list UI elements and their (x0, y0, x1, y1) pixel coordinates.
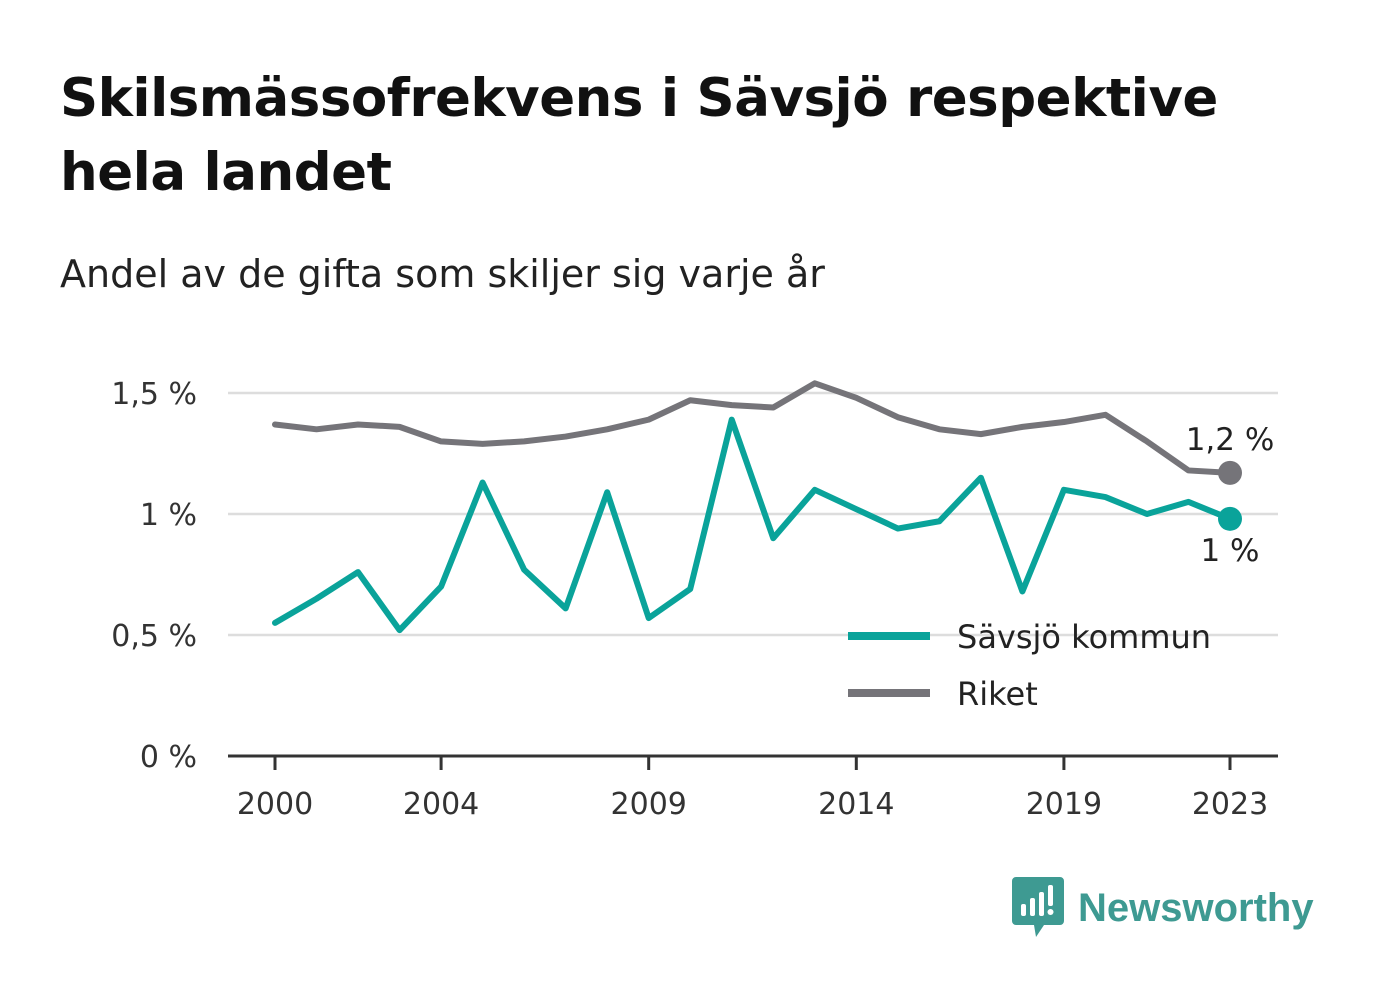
series-lines: 1,2 % 1 % (272, 380, 1275, 634)
bar-chart-speech-bubble-icon (1012, 877, 1064, 937)
x-tick-label: 2000 (237, 787, 313, 822)
series-line-savsjo (272, 416, 1233, 634)
x-axis: 2000 2004 2009 2014 2019 2023 (228, 754, 1278, 822)
legend-label-savsjo: Sävsjö kommun (957, 618, 1211, 656)
x-tick-label: 2009 (611, 787, 687, 822)
end-label-savsjo: 1 % (1200, 533, 1259, 569)
gridlines (228, 391, 1278, 637)
end-point-riket (1218, 460, 1242, 485)
y-tick-label: 0,5 % (111, 619, 197, 654)
x-tick-label: 2004 (403, 787, 479, 822)
legend-label-riket: Riket (957, 675, 1038, 713)
y-tick-label: 1,5 % (111, 377, 197, 412)
chart-subtitle: Andel av de gifta som skiljer sig varje … (60, 252, 825, 296)
chart-title: Skilsmässofrekvens i Sävsjö respektive h… (60, 68, 1218, 203)
y-axis: 0 % 0,5 % 1 % 1,5 % (111, 377, 197, 775)
brand-logo: Newsworthy (1012, 876, 1314, 940)
y-tick-label: 0 % (140, 740, 197, 775)
legend: Sävsjö kommun Riket (848, 618, 1211, 713)
series-line-riket (272, 380, 1233, 476)
x-tick-label: 2019 (1026, 787, 1102, 822)
x-tick-label: 2014 (818, 787, 894, 822)
end-point-savsjo (1218, 506, 1242, 531)
brand-name: Newsworthy (1078, 885, 1314, 930)
x-tick-label: 2023 (1192, 787, 1268, 822)
end-label-riket: 1,2 % (1186, 422, 1275, 458)
y-tick-label: 1 % (140, 498, 197, 533)
